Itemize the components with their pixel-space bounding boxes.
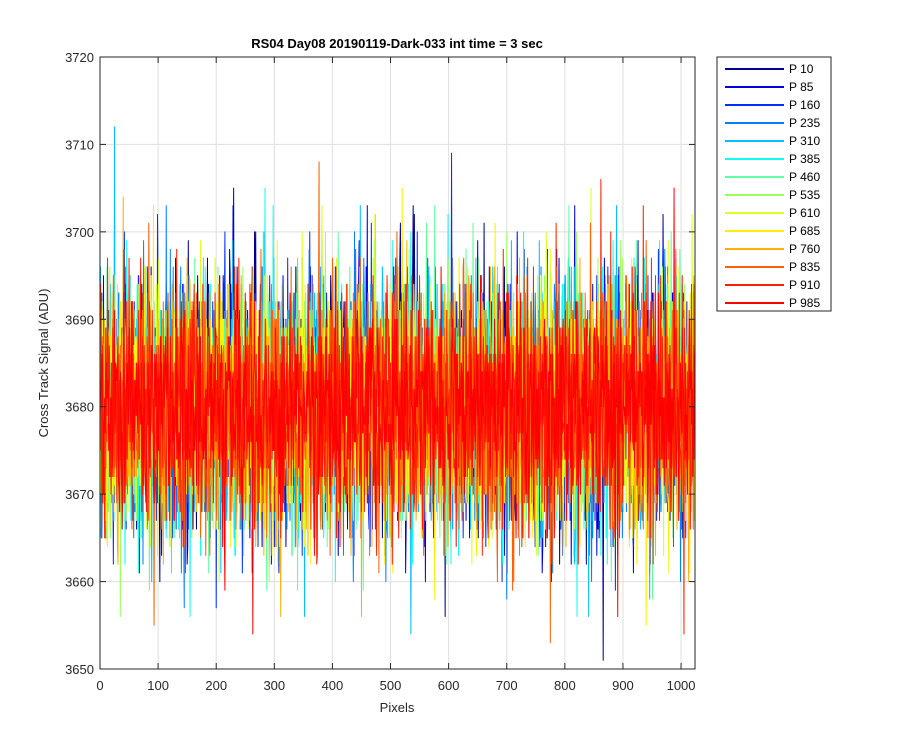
legend-item: P 610 bbox=[725, 206, 820, 220]
x-axis-label: Pixels bbox=[380, 700, 415, 715]
y-tick-label: 3690 bbox=[65, 312, 94, 327]
x-tick-label: 100 bbox=[147, 678, 169, 693]
legend-item: P 985 bbox=[725, 296, 820, 310]
legend-label: P 160 bbox=[789, 98, 820, 112]
legend-label: P 610 bbox=[789, 206, 820, 220]
legend-item: P 910 bbox=[725, 278, 820, 292]
legend-item: P 685 bbox=[725, 224, 820, 238]
legend-label: P 835 bbox=[789, 260, 820, 274]
legend-label: P 910 bbox=[789, 278, 820, 292]
y-tick-labels: 3650 3660 3670 3680 3690 3700 3710 3720 bbox=[65, 50, 94, 677]
y-tick-label: 3700 bbox=[65, 225, 94, 240]
legend-item: P 760 bbox=[725, 242, 820, 256]
chart-title: RS04 Day08 20190119-Dark-033 int time = … bbox=[251, 36, 543, 51]
x-tick-label: 1000 bbox=[667, 678, 696, 693]
x-tick-labels: 0 100 200 300 400 500 600 700 800 900 1000 bbox=[96, 678, 695, 693]
y-axis-label: Cross Track Signal (ADU) bbox=[36, 289, 51, 438]
x-tick-label: 700 bbox=[496, 678, 518, 693]
y-tick-label: 3680 bbox=[65, 400, 94, 415]
y-tick-label: 3670 bbox=[65, 487, 94, 502]
legend-label: P 535 bbox=[789, 188, 820, 202]
legend-item: P 535 bbox=[725, 188, 820, 202]
legend-item: P 835 bbox=[725, 260, 820, 274]
x-tick-label: 400 bbox=[322, 678, 344, 693]
x-tick-label: 300 bbox=[263, 678, 285, 693]
x-tick-label: 600 bbox=[438, 678, 460, 693]
legend-label: P 310 bbox=[789, 134, 820, 148]
x-tick-label: 900 bbox=[612, 678, 634, 693]
legend-item: P 310 bbox=[725, 134, 820, 148]
y-tick-label: 3650 bbox=[65, 662, 94, 677]
legend-label: P 985 bbox=[789, 296, 820, 310]
series-layer bbox=[99, 126, 695, 661]
legend-label: P 385 bbox=[789, 152, 820, 166]
y-tick-label: 3710 bbox=[65, 137, 94, 152]
y-tick-label: 3660 bbox=[65, 575, 94, 590]
x-tick-label: 500 bbox=[380, 678, 402, 693]
x-tick-label: 800 bbox=[554, 678, 576, 693]
legend-item: P 460 bbox=[725, 170, 820, 184]
legend-label: P 685 bbox=[789, 224, 820, 238]
plot-frame bbox=[99, 56, 696, 670]
x-tick-label: 200 bbox=[205, 678, 227, 693]
legend-item: P 385 bbox=[725, 152, 820, 166]
legend-label: P 85 bbox=[789, 80, 814, 94]
legend-item: P 235 bbox=[725, 116, 820, 130]
legend-label: P 760 bbox=[789, 242, 820, 256]
legend-label: P 235 bbox=[789, 116, 820, 130]
y-tick-label: 3720 bbox=[65, 50, 94, 65]
series-line bbox=[99, 187, 695, 635]
x-tick-label: 0 bbox=[96, 678, 103, 693]
legend-box bbox=[716, 56, 832, 312]
legend: P 10 P 85 P 160 P 235 P 310 P 385 P 460 P 535 P … bbox=[716, 56, 832, 312]
legend-item: P 10 bbox=[725, 62, 814, 76]
legend-item: P 85 bbox=[725, 80, 814, 94]
legend-label: P 10 bbox=[789, 62, 814, 76]
legend-items: P 10 P 85 P 160 P 235 P 310 P 385 P 460 P 535 P … bbox=[725, 62, 820, 310]
ticks bbox=[99, 56, 695, 670]
legend-label: P 460 bbox=[789, 170, 820, 184]
legend-item: P 160 bbox=[725, 98, 820, 112]
